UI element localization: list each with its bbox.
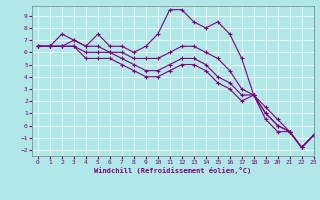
X-axis label: Windchill (Refroidissement éolien,°C): Windchill (Refroidissement éolien,°C) <box>94 167 252 174</box>
